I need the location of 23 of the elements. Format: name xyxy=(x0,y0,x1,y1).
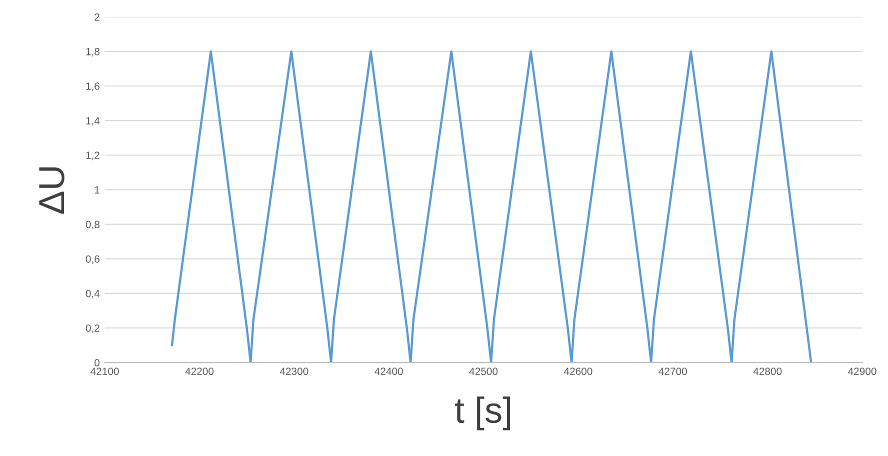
y-tick-label: 0,6 xyxy=(86,255,100,264)
y-tick-label: 1,8 xyxy=(86,48,100,57)
y-tick-label: 1 xyxy=(94,186,100,194)
x-tick-label: 42400 xyxy=(374,368,403,376)
y-axis-title: ΔU xyxy=(39,167,64,214)
y-tick-label: 0,8 xyxy=(86,220,100,230)
line-series xyxy=(170,50,812,363)
x-tick-label: 42800 xyxy=(753,368,782,376)
x-tick-label: 42700 xyxy=(658,368,687,376)
y-tick-label: 0,4 xyxy=(86,290,100,298)
y-tick-label: 0 xyxy=(94,359,100,366)
x-tick-label: 42100 xyxy=(90,368,119,376)
y-tick-label: 2 xyxy=(94,13,100,21)
y-tick-label: 0,2 xyxy=(86,324,100,334)
x-tick-label: 42900 xyxy=(848,368,876,376)
y-tick-label: 1,6 xyxy=(86,82,100,92)
x-tick-label: 42600 xyxy=(564,368,592,376)
x-tick-label: 42200 xyxy=(185,368,214,376)
x-tick-label: 42500 xyxy=(469,368,498,376)
x-tick-label: 42300 xyxy=(280,368,308,376)
y-tick-label: 1,4 xyxy=(86,117,100,126)
y-tick-label: 1,2 xyxy=(86,152,100,160)
x-axis-title: t [s] xyxy=(454,396,510,430)
